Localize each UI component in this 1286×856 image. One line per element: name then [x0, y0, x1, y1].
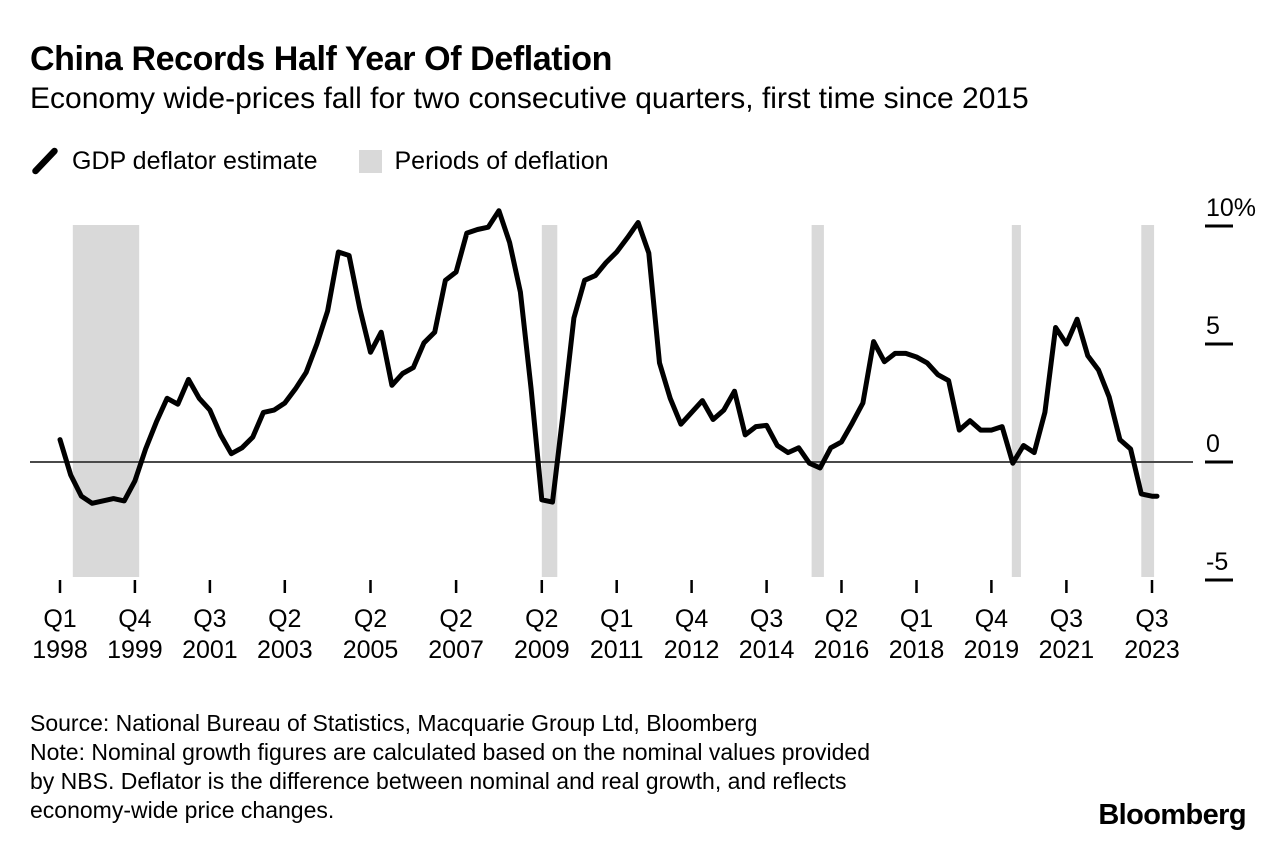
bloomberg-logo: Bloomberg	[1098, 799, 1246, 831]
x-tick-quarter-label: Q4	[675, 605, 708, 633]
x-tick-year-label: 2016	[814, 636, 870, 664]
x-tick-year-label: 1999	[107, 636, 163, 664]
chart-svg: Q2 1998 - Q4 1999 Q2 2009 - Q3 2009 Q3 201…	[30, 194, 1256, 664]
x-tick-year-label: 1998	[32, 636, 88, 664]
deflation-band: Q2 2009 - Q3 2009	[541, 225, 558, 577]
x-tick-year-label: 2019	[964, 636, 1020, 664]
legend-label-deflation-periods: Periods of deflation	[394, 146, 609, 175]
note-line-3: economy-wide price changes.	[30, 797, 335, 823]
x-tick-year-label: 2009	[514, 636, 570, 664]
x-tick-quarter-label: Q2	[825, 605, 858, 633]
x-tick-year-label: 2023	[1124, 636, 1180, 664]
x-tick-quarter-label: Q3	[1050, 605, 1083, 633]
y-tick-label: 5	[1206, 312, 1220, 340]
line-swatch-icon	[30, 146, 60, 176]
x-tick-year-label: 2018	[889, 636, 945, 664]
y-tick-label: -5	[1206, 548, 1228, 576]
x-tick-quarter-label: Q2	[354, 605, 387, 633]
band-swatch-icon	[359, 149, 383, 173]
deflation-band: Q2 2020	[1011, 225, 1021, 577]
legend-label-gdp-deflator: GDP deflator estimate	[72, 146, 318, 175]
page-subtitle: Economy wide-prices fall for two consecu…	[30, 82, 1029, 115]
x-tick-year-label: 2021	[1039, 636, 1095, 664]
note-line-2: by NBS. Deflator is the difference betwe…	[30, 768, 847, 794]
y-tick-label: 10%	[1206, 194, 1256, 222]
x-tick-quarter-label: Q3	[1135, 605, 1168, 633]
gdp-deflator-line: GDP deflator estimate	[57, 208, 1160, 506]
x-tick-quarter-label: Q4	[118, 605, 151, 633]
deflation-band: Q2 2023 - Q3 2023	[1141, 225, 1155, 577]
legend-item-gdp-deflator: GDP deflator estimate	[30, 146, 317, 176]
source-line: Source: National Bureau of Statistics, M…	[30, 710, 758, 736]
x-tick-quarter-label: Q4	[975, 605, 1008, 633]
footnotes: Source: National Bureau of Statistics, M…	[30, 709, 870, 825]
x-tick-quarter-label: Q1	[43, 605, 76, 633]
page-title: China Records Half Year Of Deflation	[30, 40, 613, 78]
x-tick-quarter-label: Q1	[600, 605, 633, 633]
x-tick-year-label: 2007	[428, 636, 484, 664]
x-tick-quarter-label: Q1	[900, 605, 933, 633]
deflation-band: Q2 1998 - Q4 1999	[72, 225, 140, 577]
x-tick-year-label: 2011	[590, 636, 644, 664]
legend: GDP deflator estimate Periods of deflati…	[30, 145, 609, 177]
x-tick-year-label: 2014	[739, 636, 795, 664]
x-tick-quarter-label: Q2	[268, 605, 301, 633]
x-tick-quarter-label: Q2	[439, 605, 472, 633]
deflation-band: Q3 2015 - Q4 2015	[811, 225, 824, 577]
legend-item-deflation-periods: Periods of deflation	[359, 146, 609, 176]
x-tick-year-label: 2005	[343, 636, 399, 664]
x-tick-year-label: 2001	[182, 636, 238, 664]
y-tick-label: 0	[1206, 430, 1220, 458]
x-tick-quarter-label: Q2	[525, 605, 558, 633]
x-tick-year-label: 2003	[257, 636, 313, 664]
x-tick-year-label: 2012	[664, 636, 720, 664]
x-tick-quarter-label: Q3	[193, 605, 226, 633]
x-tick-quarter-label: Q3	[750, 605, 783, 633]
note-line-1: Note: Nominal growth figures are calcula…	[30, 739, 870, 765]
